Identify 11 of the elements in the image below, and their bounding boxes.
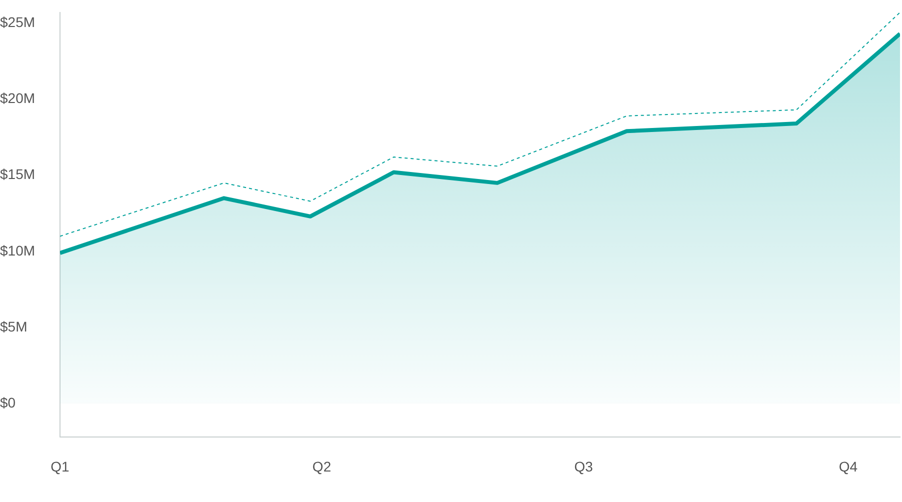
y-tick-label: $0 <box>0 394 16 411</box>
line-series <box>60 12 900 237</box>
x-tick-label: Q2 <box>312 458 332 474</box>
x-tick-label: Q4 <box>838 458 858 474</box>
y-tick-label: $5M <box>0 318 28 334</box>
y-tick-label: $15M <box>0 166 36 182</box>
y-tick-label: $20M <box>0 90 36 106</box>
x-tick-label: Q1 <box>50 458 70 474</box>
y-tick-label: $10M <box>0 242 36 258</box>
x-tick-label: Q3 <box>574 458 594 474</box>
y-tick-label: $25M <box>0 14 36 30</box>
